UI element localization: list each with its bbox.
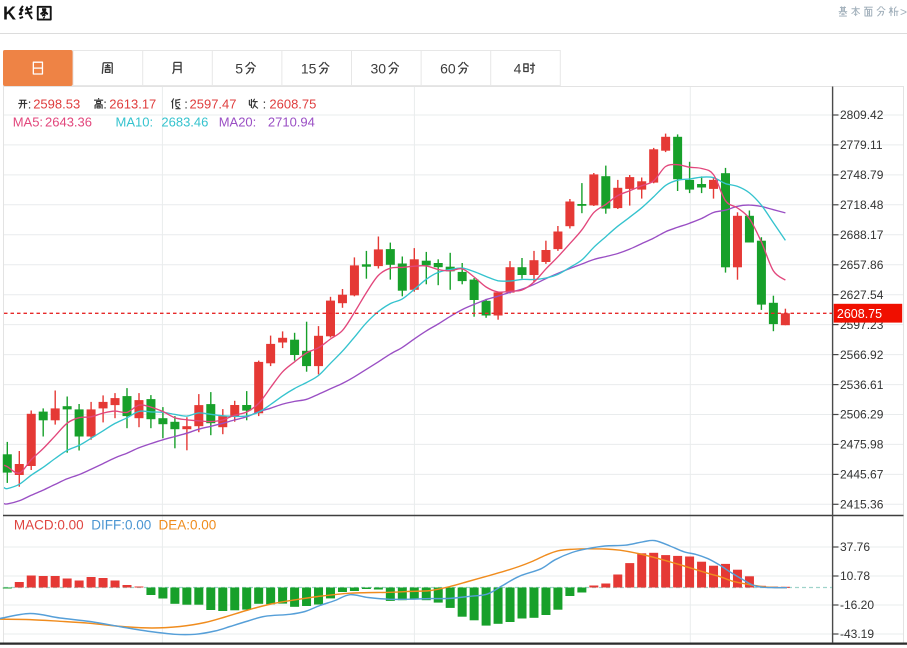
- svg-text:2809.42: 2809.42: [840, 108, 884, 122]
- svg-text:2597.47: 2597.47: [190, 97, 237, 112]
- svg-text:2415.36: 2415.36: [840, 498, 884, 512]
- svg-text:2779.11: 2779.11: [840, 138, 883, 152]
- svg-text:2445.67: 2445.67: [840, 468, 884, 482]
- svg-text::: :: [263, 97, 267, 112]
- svg-text:-16.20: -16.20: [840, 598, 874, 612]
- svg-text:-43.19: -43.19: [840, 627, 874, 641]
- svg-text:2627.54: 2627.54: [840, 288, 884, 302]
- svg-text:10.78: 10.78: [840, 569, 870, 583]
- svg-text:>: >: [900, 5, 907, 19]
- svg-text:15: 15: [301, 61, 317, 77]
- svg-text:30: 30: [371, 61, 387, 77]
- svg-text:2608.75: 2608.75: [837, 307, 882, 321]
- svg-text:37.76: 37.76: [840, 540, 870, 554]
- svg-text:2608.75: 2608.75: [269, 97, 316, 112]
- svg-text:2475.98: 2475.98: [840, 438, 884, 452]
- svg-text:K: K: [3, 4, 16, 24]
- svg-text:4: 4: [514, 61, 522, 77]
- svg-text:2566.92: 2566.92: [840, 348, 884, 362]
- svg-text:60: 60: [440, 61, 456, 77]
- svg-text::: :: [103, 97, 107, 112]
- svg-text:2748.79: 2748.79: [840, 168, 884, 182]
- svg-text::: :: [184, 97, 188, 112]
- svg-text:5: 5: [235, 61, 243, 77]
- svg-text:2536.61: 2536.61: [840, 378, 884, 392]
- svg-text::: :: [28, 97, 32, 112]
- svg-text:2718.48: 2718.48: [840, 198, 884, 212]
- svg-text:2598.53: 2598.53: [33, 97, 80, 112]
- svg-text:2506.29: 2506.29: [840, 408, 884, 422]
- svg-text:2613.17: 2613.17: [109, 97, 156, 112]
- svg-text:2657.86: 2657.86: [840, 258, 884, 272]
- svg-text:2688.17: 2688.17: [840, 228, 884, 242]
